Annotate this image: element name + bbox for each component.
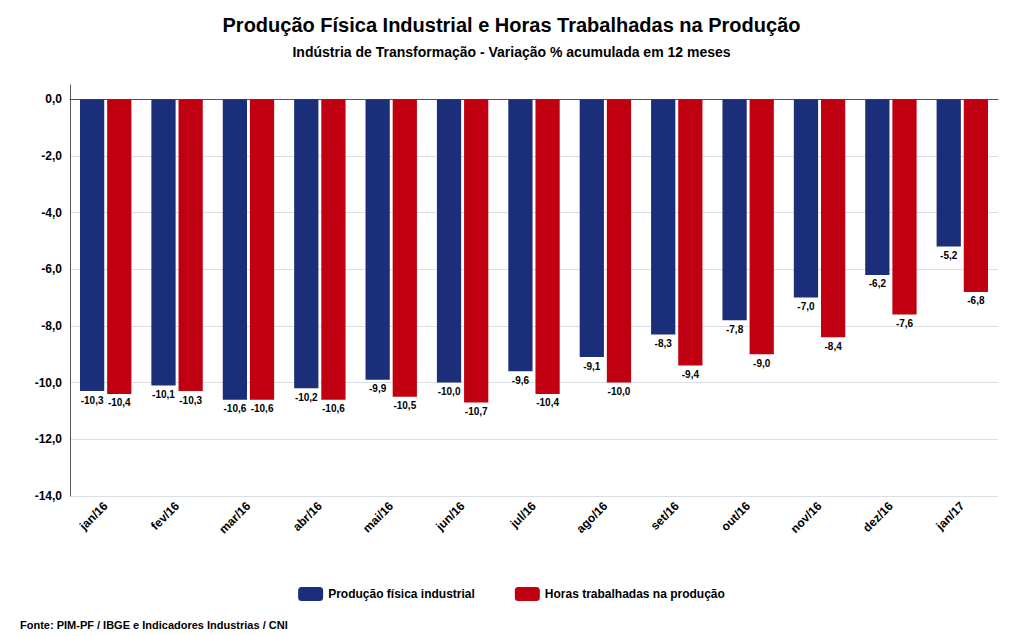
svg-text:-6,2: -6,2 (869, 278, 887, 289)
svg-text:abr/16: abr/16 (290, 499, 325, 534)
svg-text:-10,4: -10,4 (108, 397, 131, 408)
svg-text:-10,2: -10,2 (295, 392, 318, 403)
svg-text:jan/16: jan/16 (76, 499, 111, 534)
svg-text:-9,9: -9,9 (369, 383, 387, 394)
svg-text:-6,0: -6,0 (41, 262, 62, 276)
svg-text:-10,1: -10,1 (152, 389, 175, 400)
svg-text:jul/16: jul/16 (507, 499, 540, 532)
svg-text:-10,6: -10,6 (251, 403, 274, 414)
svg-text:jun/16: jun/16 (432, 499, 467, 534)
svg-text:-10,7: -10,7 (465, 406, 488, 417)
svg-text:-8,3: -8,3 (655, 338, 673, 349)
svg-text:-4,0: -4,0 (41, 206, 62, 220)
svg-text:-10,3: -10,3 (81, 395, 104, 406)
svg-text:-14,0: -14,0 (35, 489, 63, 503)
svg-text:nov/16: nov/16 (788, 499, 825, 536)
svg-text:-10,0: -10,0 (35, 376, 63, 390)
svg-text:-10,0: -10,0 (438, 386, 461, 397)
svg-text:-7,0: -7,0 (797, 301, 815, 312)
svg-text:-10,3: -10,3 (179, 395, 202, 406)
svg-text:-7,8: -7,8 (726, 324, 744, 335)
svg-text:-10,0: -10,0 (608, 386, 631, 397)
svg-text:-10,6: -10,6 (322, 403, 345, 414)
svg-text:-6,8: -6,8 (967, 295, 985, 306)
svg-text:Produção Física Industrial e H: Produção Física Industrial e Horas Traba… (223, 14, 801, 36)
svg-text:-10,5: -10,5 (393, 400, 416, 411)
svg-text:Produção física industrial: Produção física industrial (328, 587, 475, 601)
svg-text:-8,0: -8,0 (41, 319, 62, 333)
svg-text:out/16: out/16 (718, 499, 753, 534)
svg-text:fev/16: fev/16 (148, 499, 182, 533)
svg-text:Horas trabalhadas na produção: Horas trabalhadas na produção (545, 587, 725, 601)
svg-text:Indústria de Transformação - V: Indústria de Transformação - Variação % … (292, 44, 730, 60)
svg-text:-5,2: -5,2 (940, 250, 958, 261)
svg-text:-10,6: -10,6 (223, 403, 246, 414)
svg-text:-9,1: -9,1 (583, 361, 601, 372)
svg-text:0,0: 0,0 (45, 92, 62, 106)
svg-text:-7,6: -7,6 (896, 318, 914, 329)
svg-text:-2,0: -2,0 (41, 149, 62, 163)
svg-text:-12,0: -12,0 (35, 432, 63, 446)
svg-text:-9,0: -9,0 (753, 358, 771, 369)
svg-text:jan/17: jan/17 (933, 499, 968, 534)
svg-text:-10,4: -10,4 (536, 397, 559, 408)
svg-text:ago/16: ago/16 (574, 499, 611, 536)
svg-text:dez/16: dez/16 (860, 499, 896, 535)
svg-text:-8,4: -8,4 (824, 341, 842, 352)
svg-text:mar/16: mar/16 (216, 499, 253, 536)
svg-text:-9,4: -9,4 (682, 369, 700, 380)
svg-text:-9,6: -9,6 (512, 375, 530, 386)
svg-text:Fonte: PIM-PF / IBGE e Indicad: Fonte: PIM-PF / IBGE e Indicadores Indus… (20, 619, 288, 631)
svg-text:mai/16: mai/16 (360, 499, 397, 536)
svg-text:set/16: set/16 (648, 499, 682, 533)
